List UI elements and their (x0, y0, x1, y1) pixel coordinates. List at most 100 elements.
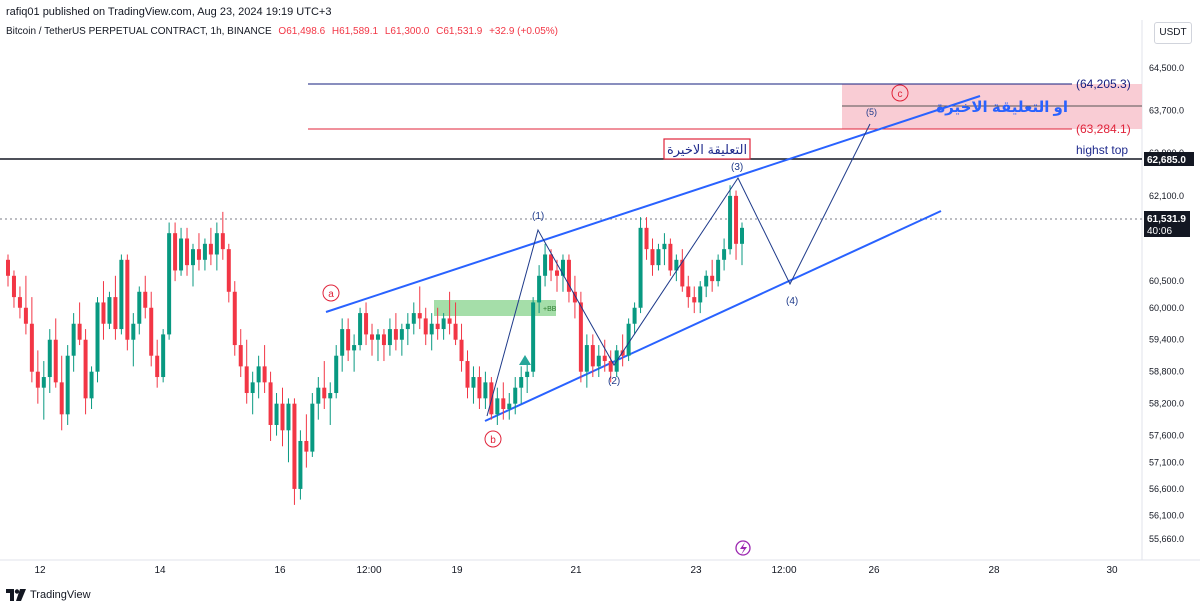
candle-body (298, 440, 303, 489)
candle-body (495, 398, 500, 415)
candle-body (632, 307, 637, 324)
svg-text:a: a (328, 289, 334, 300)
bb-zone[interactable] (434, 300, 556, 316)
close-value: C61,531.9 (436, 26, 483, 37)
current-price-value: 61,531.9 (1147, 214, 1186, 225)
candle-body (83, 339, 88, 399)
footer: TradingView (0, 582, 1200, 607)
candle-body (53, 339, 58, 383)
candle-body (662, 243, 667, 250)
candle-body (465, 361, 470, 388)
symbol-name[interactable]: Bitcoin / TetherUS PERPETUAL CONTRACT, 1… (6, 26, 272, 37)
wave-label-1: (1) (532, 211, 544, 222)
arabic-box-frame[interactable] (663, 138, 751, 160)
candle-body (602, 355, 607, 362)
candle-body (626, 323, 631, 356)
candle-body (698, 286, 703, 303)
abc-label-b: b (484, 430, 502, 448)
channel-upper-line[interactable] (325, 95, 981, 313)
price-chart[interactable]: highst top (64,205.3) (63,284.1) +BB (1)… (0, 20, 1200, 580)
candle-body (686, 286, 691, 298)
candle-body (149, 307, 154, 356)
price-tick-label: 60,500.0 (1149, 276, 1184, 286)
lightning-icon[interactable] (735, 540, 751, 556)
candle-body (459, 339, 464, 362)
candle-body (244, 366, 249, 394)
abc-label-a: a (322, 284, 340, 302)
price-tick-label: 64,500.0 (1149, 63, 1184, 73)
candle-body (119, 259, 124, 330)
time-tick-label: 30 (1106, 565, 1118, 576)
time-tick-label: 21 (570, 565, 582, 576)
candle-body (190, 249, 195, 266)
candle-body (304, 440, 309, 452)
bb-label: +BB (543, 306, 557, 313)
candle-body (47, 339, 52, 378)
candle-body (220, 233, 225, 250)
candle-body (280, 403, 285, 431)
wave-label-3: (3) (731, 162, 743, 173)
candle-body (214, 233, 219, 255)
candle-body (584, 345, 589, 372)
candle-body (167, 233, 172, 335)
candle-body (6, 259, 10, 276)
candle-body (399, 329, 404, 340)
candle-body (596, 355, 601, 367)
candle-body (173, 233, 178, 271)
channel-lower-line[interactable] (484, 210, 942, 422)
elliott-wave-path[interactable] (486, 123, 871, 417)
price-tick-label: 56,100.0 (1149, 511, 1184, 521)
publish-header: rafiq01 published on TradingView.com, Au… (0, 0, 1200, 24)
candle-body (453, 323, 458, 340)
arabic-box-text: التعليقة الاخيرة (667, 142, 747, 158)
open-value: O61,498.6 (278, 26, 326, 37)
candle-body (716, 259, 721, 282)
time-tick-label: 12:00 (356, 565, 381, 576)
candle-body (710, 275, 715, 282)
candle-body (274, 403, 279, 425)
symbol-legend: Bitcoin / TetherUS PERPETUAL CONTRACT, 1… (6, 26, 562, 37)
candle-body (310, 403, 315, 452)
candle-body (262, 366, 267, 383)
wave-label-5: (5) (866, 107, 877, 117)
candle-body (328, 393, 333, 399)
candle-body (435, 323, 440, 330)
price-tick-label: 56,600.0 (1149, 484, 1184, 494)
candle-body (113, 297, 118, 330)
candle-body (656, 249, 661, 266)
time-tick-label: 14 (154, 565, 166, 576)
candle-body (507, 403, 512, 409)
candle-body (65, 355, 70, 415)
candle-body (101, 302, 106, 324)
price-tick-label: 59,400.0 (1149, 335, 1184, 345)
level-label-lower: (63,284.1) (1076, 122, 1131, 136)
candle-body (728, 195, 733, 250)
candle-body (638, 227, 643, 308)
candle-body (185, 238, 190, 266)
highest-top-label: highst top (1076, 143, 1128, 157)
price-tick-label: 58,800.0 (1149, 367, 1184, 377)
price-axis[interactable]: 64,500.063,700.062,900.062,100.060,500.0… (1149, 63, 1184, 544)
candle-body (268, 382, 273, 425)
candle-body (525, 371, 530, 378)
candle-body (125, 259, 130, 340)
candle-body (704, 275, 709, 287)
candle-body (226, 249, 231, 292)
candle-body (370, 334, 375, 340)
currency-button[interactable]: USDT (1154, 22, 1192, 44)
candle-body (11, 275, 16, 298)
price-tick-label: 57,100.0 (1149, 457, 1184, 467)
candle-body (680, 259, 685, 287)
arabic-target-text: او التعليقة الاخيرة (936, 99, 1068, 116)
time-tick-label: 12:00 (771, 565, 796, 576)
abc-label-c: c (891, 84, 909, 102)
candle-body (644, 227, 649, 250)
time-axis[interactable]: 12 14 16 12:00 19 21 23 12:00 26 28 30 (34, 565, 1118, 576)
candle-body (334, 355, 339, 394)
footer-brand[interactable]: TradingView (30, 588, 91, 601)
candle-body (429, 323, 434, 335)
price-tick-label: 57,600.0 (1149, 431, 1184, 441)
change-value: +32.9 (+0.05%) (489, 26, 559, 37)
candle-body (340, 329, 345, 356)
candle-body (131, 323, 136, 340)
